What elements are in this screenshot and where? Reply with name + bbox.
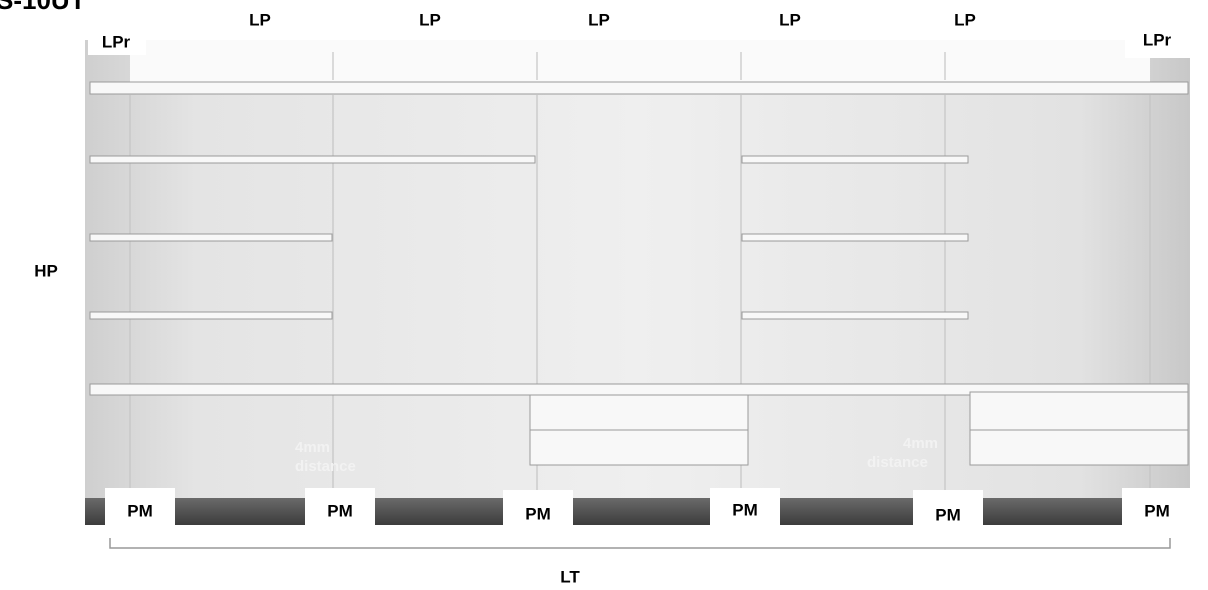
distance-note: distance — [295, 458, 356, 475]
distance-note: distance — [867, 454, 928, 471]
lp-label: LP — [249, 10, 271, 29]
hp-label: HP — [34, 261, 58, 280]
pm-label: PM — [1144, 501, 1170, 520]
lp-label: LP — [419, 10, 441, 29]
lt-label: LT — [560, 567, 580, 586]
wardrobe-image — [85, 0, 1190, 549]
pm-label: PM — [935, 505, 961, 524]
pm-label: PM — [732, 500, 758, 519]
distance-note: 4mm — [295, 439, 330, 456]
lpr-label: LPr — [102, 32, 131, 51]
pm-label: PM — [525, 504, 551, 523]
lpr-label: LPr — [1143, 30, 1172, 49]
distance-note: 4mm — [903, 435, 938, 452]
pm-label: PM — [127, 501, 153, 520]
lp-label: LP — [779, 10, 801, 29]
lp-label: LP — [588, 10, 610, 29]
pm-label: PM — [327, 501, 353, 520]
title: S-10UT — [0, 0, 86, 15]
lp-label: LP — [954, 10, 976, 29]
